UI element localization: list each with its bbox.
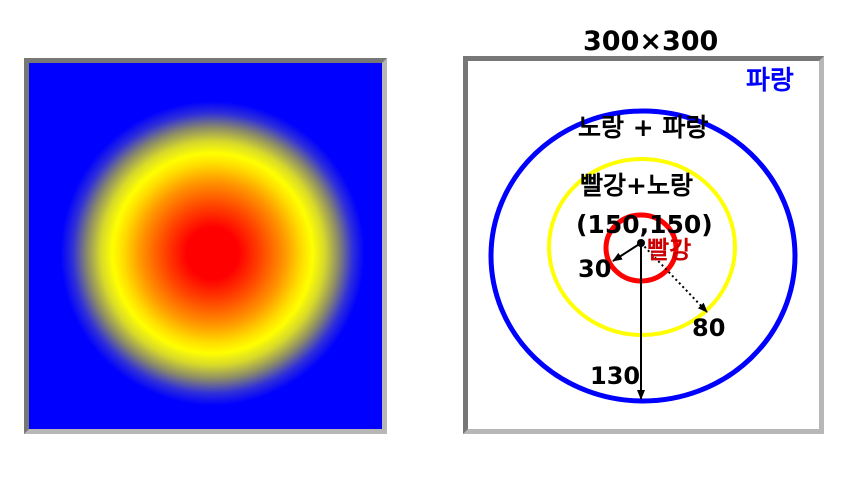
radial-gradient-image <box>24 58 387 434</box>
center-coordinate-label: (150,150) <box>576 210 713 239</box>
outer-blue-circle <box>488 108 798 404</box>
canvas-size-label: 300×300 <box>583 26 719 57</box>
red-yellow-region-label: 빨강+노랑 <box>580 171 693 200</box>
yellow-blue-region-label: 노랑 + 파랑 <box>578 113 709 142</box>
blue-region-label: 파랑 <box>746 66 794 96</box>
radius-30-label: 30 <box>578 255 612 283</box>
red-region-label: 빨강 <box>647 236 692 264</box>
radius-30-arrow <box>612 242 642 262</box>
radius-130-label: 130 <box>590 362 641 390</box>
radius-80-arrow <box>640 242 708 313</box>
radius-80-label: 80 <box>692 314 726 342</box>
